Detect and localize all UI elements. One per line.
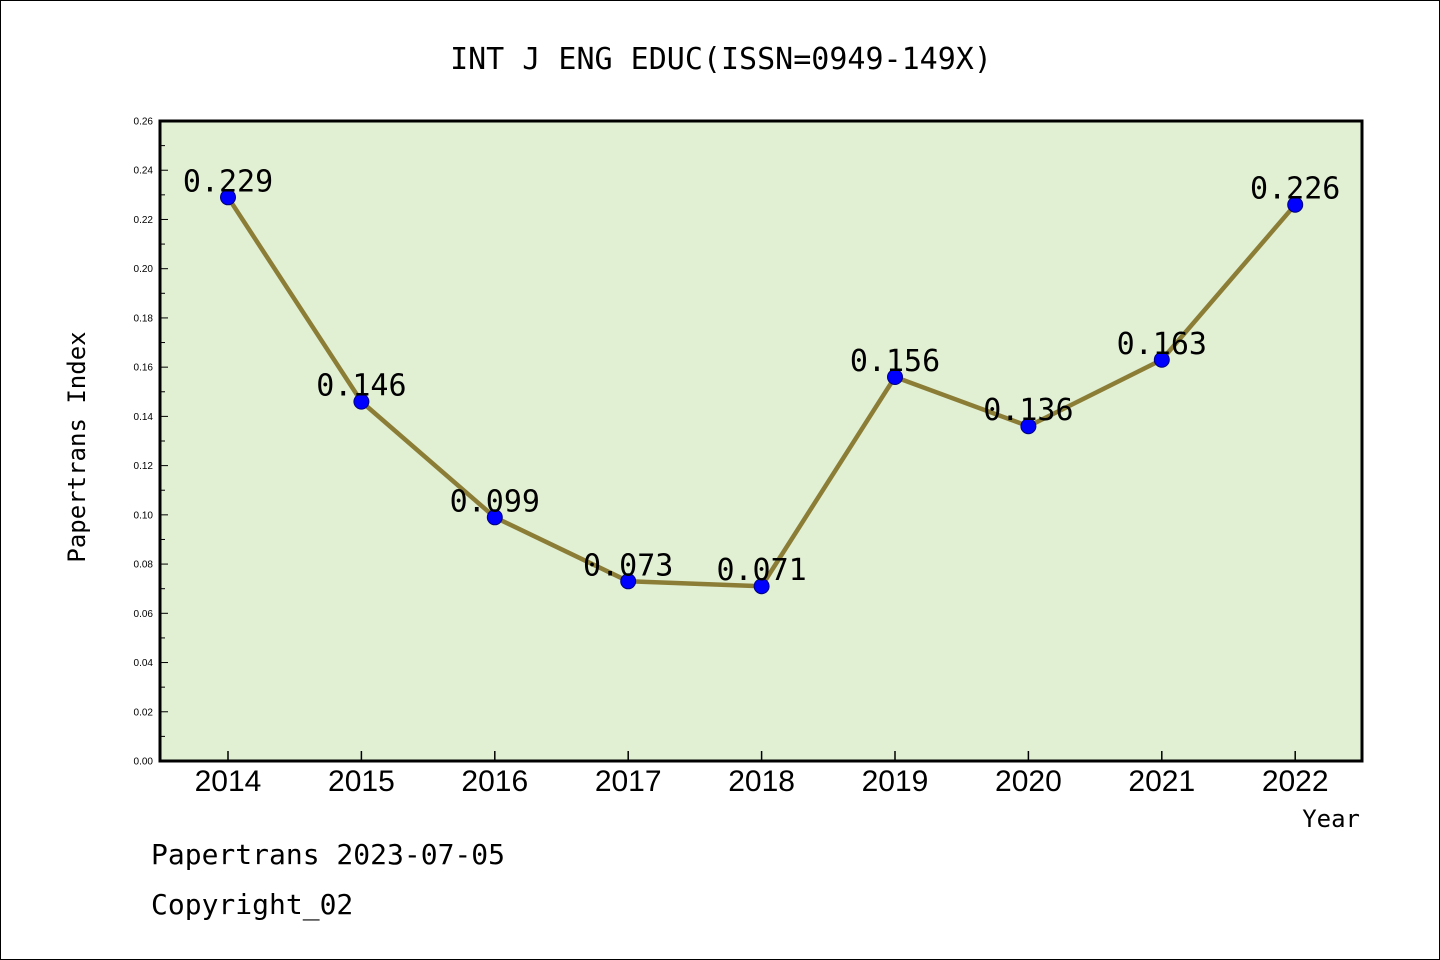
- data-point: [1020, 418, 1037, 435]
- x-tick-label: 2018: [728, 765, 795, 798]
- data-labels: 0.229 0.146 0.099 0.073 0.071 0.156 0.136 0.163…: [183, 164, 1341, 588]
- data-label: 0.163: [1117, 327, 1207, 362]
- data-label: 0.156: [850, 344, 940, 379]
- data-label: 0.146: [316, 369, 406, 404]
- x-tick-label: 2014: [195, 765, 262, 798]
- y-tick-label: 0.10: [134, 510, 154, 521]
- data-label: 0.099: [450, 484, 540, 519]
- x-axis-ticks: 2014 2015 2016 2017 2018 2019 2020 2021 2022: [195, 751, 1329, 798]
- series-layer: [220, 189, 1304, 595]
- x-tick-label: 2015: [328, 765, 395, 798]
- plot-area: [158, 119, 1364, 763]
- data-label: 0.229: [183, 164, 273, 199]
- chart-title: INT J ENG EDUC(ISSN=0949-149X): [450, 42, 992, 77]
- data-point: [887, 369, 903, 385]
- y-tick-label: 0.16: [134, 363, 154, 374]
- y-tick-label: 0.26: [134, 117, 154, 128]
- data-point: [486, 509, 503, 526]
- y-tick-label: 0.18: [134, 313, 154, 324]
- y-tick-label: 0.02: [134, 707, 154, 718]
- y-tick-label: 0.04: [134, 658, 154, 669]
- y-axis-ticks: 0.00 0.02 0.04 0.06 0.08 0.10 0.12 0.14 0.16 0.18…: [134, 117, 168, 768]
- data-label: 0.136: [983, 393, 1073, 428]
- data-point: [1287, 196, 1304, 213]
- footer-copyright: Copyright_02: [151, 888, 353, 922]
- x-tick-label: 2019: [862, 765, 929, 798]
- data-point: [220, 189, 236, 206]
- x-tick-label: 2022: [1262, 765, 1329, 798]
- x-tick-label: 2016: [461, 765, 528, 798]
- x-axis-label: Year: [1302, 805, 1360, 833]
- y-tick-label: 0.12: [134, 461, 154, 472]
- x-tick-label: 2020: [995, 765, 1062, 798]
- x-tick-label: 2017: [595, 765, 662, 798]
- y-tick-label: 0.14: [134, 412, 154, 423]
- data-label: 0.226: [1250, 172, 1340, 207]
- data-point: [353, 393, 370, 410]
- footer-date: Papertrans 2023-07-05: [151, 838, 505, 871]
- y-axis-label: Papertrans Index: [63, 331, 91, 562]
- data-point: [620, 573, 637, 590]
- y-tick-label: 0.20: [134, 264, 154, 275]
- x-tick-label: 2021: [1128, 765, 1195, 798]
- data-label: 0.073: [583, 548, 673, 583]
- data-label: 0.071: [716, 553, 806, 588]
- data-point: [753, 578, 770, 595]
- data-point: [1153, 351, 1170, 368]
- y-tick-label: 0.08: [134, 560, 154, 571]
- y-tick-label: 0.24: [134, 166, 154, 177]
- y-tick-label: 0.06: [134, 609, 154, 620]
- y-tick-label: 0.22: [134, 215, 154, 226]
- y-tick-label: 0.00: [134, 757, 154, 768]
